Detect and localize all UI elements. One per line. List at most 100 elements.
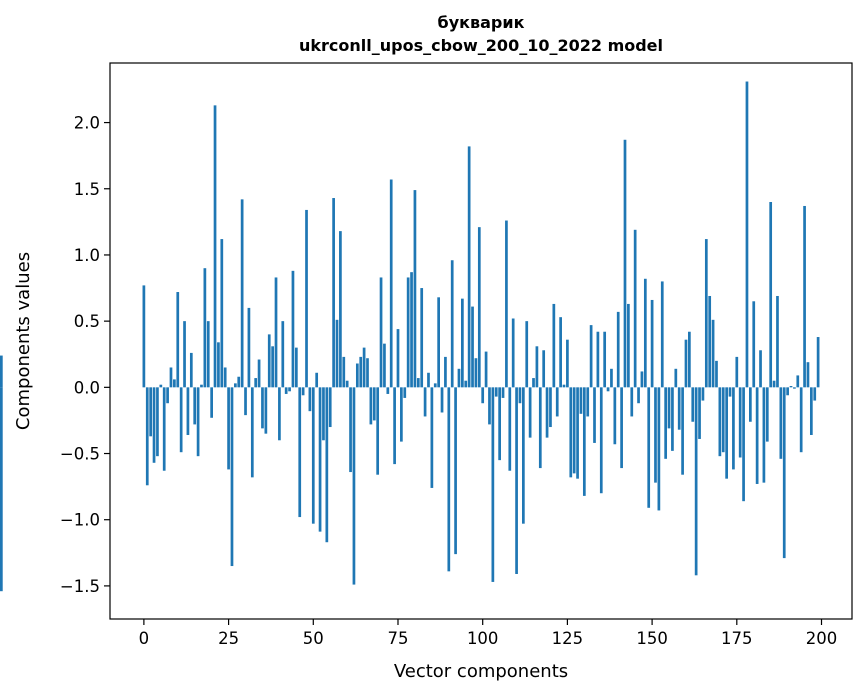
bar-152 <box>657 387 661 511</box>
bar-123 <box>559 317 562 388</box>
bar-169 <box>715 360 718 388</box>
bar-38 <box>271 346 274 388</box>
bar-48 <box>305 209 308 388</box>
bar-150 <box>650 299 654 388</box>
bar-109 <box>511 318 515 388</box>
bar-170 <box>718 387 722 457</box>
bar-92 <box>454 387 457 555</box>
bar-21 <box>213 105 217 388</box>
bar-37 <box>267 334 271 388</box>
bar-103 <box>491 387 495 582</box>
bar-157 <box>674 368 678 388</box>
bar-undefined <box>0 355 3 388</box>
bar-181 <box>755 387 759 484</box>
bar-35 <box>261 387 264 429</box>
y-tick-label: 1.5 <box>74 180 100 199</box>
y-tick-label: 0.5 <box>74 312 100 331</box>
bar-11 <box>179 387 183 453</box>
x-tick-label: 25 <box>218 629 239 648</box>
bar-179 <box>749 387 752 422</box>
bar-186 <box>772 380 776 388</box>
bar-195 <box>803 205 806 388</box>
bar-144 <box>630 387 634 417</box>
bar-194 <box>799 387 803 453</box>
bar-198 <box>813 387 817 401</box>
bar-13 <box>186 387 190 435</box>
bar-148 <box>643 278 647 388</box>
bar-14 <box>189 352 193 388</box>
bar-149 <box>647 387 651 508</box>
bar-60 <box>345 380 349 388</box>
y-tick-label: 1.0 <box>74 246 100 265</box>
bar-117 <box>538 387 542 469</box>
bar-44 <box>291 270 295 388</box>
x-tick-label: 100 <box>467 629 499 648</box>
bar-93 <box>457 368 461 388</box>
bar-61 <box>349 387 352 473</box>
bar-98 <box>474 358 478 388</box>
bar-141 <box>620 387 623 469</box>
bar-111 <box>518 387 522 404</box>
bar-177 <box>742 387 745 502</box>
x-tick-label: 200 <box>806 629 838 648</box>
bar-41 <box>281 321 285 388</box>
bar-122 <box>555 387 559 417</box>
bar-82 <box>420 288 424 388</box>
bar-29 <box>240 199 244 388</box>
bar-12 <box>183 321 186 388</box>
bar-160 <box>684 339 688 388</box>
bar-161 <box>688 331 691 388</box>
bar-121 <box>552 303 556 388</box>
x-tick-label: 125 <box>552 629 584 648</box>
bar-5 <box>159 384 163 388</box>
bar-153 <box>660 281 664 388</box>
chart-title: букварик <box>438 13 525 32</box>
bar-137 <box>606 387 610 392</box>
bar-146 <box>637 387 640 404</box>
bar-19 <box>206 321 210 388</box>
bar-154 <box>664 387 668 459</box>
bar-84 <box>427 372 430 388</box>
bar-65 <box>362 347 366 388</box>
bar-178 <box>745 81 749 388</box>
bar-59 <box>342 356 346 388</box>
bar-69 <box>376 387 380 475</box>
bar-199 <box>816 337 820 388</box>
bar-162 <box>691 387 695 422</box>
bar-95 <box>464 380 468 388</box>
bar-25 <box>227 387 230 470</box>
bar-36 <box>264 387 268 434</box>
bar-88 <box>440 387 444 413</box>
bar-4 <box>156 387 159 457</box>
bar-165 <box>701 387 705 401</box>
bar-158 <box>677 387 681 430</box>
y-tick-label: 2.0 <box>74 114 100 133</box>
bar-94 <box>461 298 464 388</box>
bar-110 <box>515 387 518 574</box>
bar-20 <box>210 387 213 418</box>
y-axis: −1.5 −1.0 −0.5 0.0 0.5 1.0 1.5 2.0 <box>60 114 110 596</box>
bar-90 <box>447 387 451 572</box>
bar-119 <box>545 387 549 438</box>
bar-155 <box>667 387 671 429</box>
bar-24 <box>223 367 227 388</box>
bar-135 <box>599 387 603 494</box>
bar-40 <box>278 387 281 441</box>
bar-172 <box>725 387 728 479</box>
bar-112 <box>522 387 525 524</box>
y-tick-label: −1.0 <box>60 511 100 530</box>
bar-85 <box>430 387 434 488</box>
y-tick-label: 0.0 <box>74 378 100 397</box>
bar-26 <box>230 387 234 567</box>
bar-163 <box>694 387 698 576</box>
bar-185 <box>769 202 773 388</box>
y-tick-label: −1.5 <box>60 577 100 596</box>
bar-18 <box>203 268 207 388</box>
bar-75 <box>396 329 400 388</box>
bar-133 <box>593 387 596 443</box>
bar-27 <box>234 383 237 388</box>
bar-105 <box>498 387 501 461</box>
bar-28 <box>237 376 241 388</box>
plot-frame <box>109 62 853 620</box>
